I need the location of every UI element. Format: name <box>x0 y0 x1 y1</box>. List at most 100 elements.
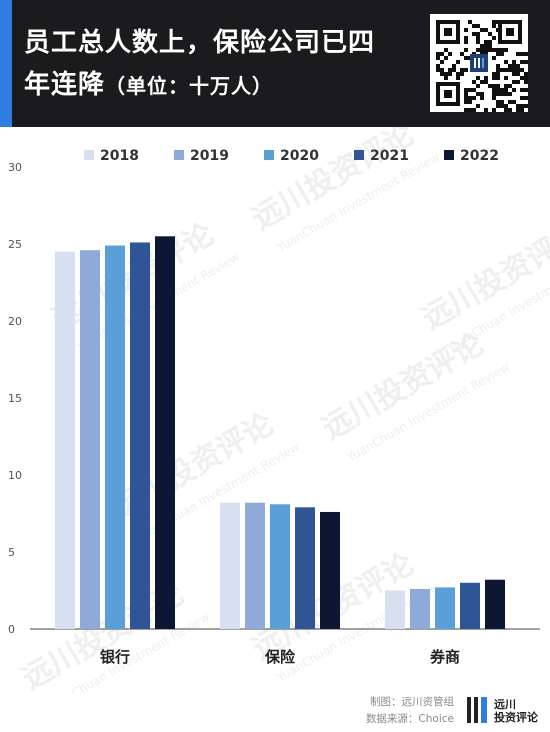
qr-module <box>472 32 476 36</box>
qr-module <box>456 60 460 64</box>
qr-module <box>436 52 440 56</box>
qr-module <box>464 56 468 60</box>
qr-module <box>468 108 472 112</box>
legend-swatch-2022 <box>444 150 454 160</box>
qr-module <box>504 104 508 108</box>
y-tick-label: 30 <box>8 161 22 174</box>
qr-module <box>484 76 488 80</box>
qr-module <box>496 68 500 72</box>
qr-module <box>516 72 520 76</box>
qr-module <box>492 48 496 52</box>
qr-module <box>464 36 468 40</box>
qr-module <box>472 24 476 28</box>
qr-module <box>464 100 468 104</box>
qr-module <box>488 40 492 44</box>
qr-module <box>504 92 508 96</box>
qr-module <box>520 108 524 112</box>
footer-credit: 制图：远川资管组 数据来源：Choice <box>366 694 454 728</box>
qr-module <box>444 28 452 36</box>
qr-module <box>504 76 508 80</box>
qr-module <box>512 72 516 76</box>
source-text: 数据来源：Choice <box>365 713 454 725</box>
qr-module <box>504 108 508 112</box>
qr-code-icon <box>430 14 528 112</box>
qr-module <box>464 108 468 112</box>
bar-2021-0 <box>130 242 150 629</box>
qr-module <box>476 24 480 28</box>
qr-module <box>480 44 484 48</box>
qr-module <box>492 72 496 76</box>
qr-module <box>460 52 464 56</box>
qr-module <box>448 72 452 76</box>
logo-text-line-1: 远川 <box>494 698 516 711</box>
bar-2018-1 <box>220 502 240 629</box>
legend-label: 2022 <box>460 148 499 164</box>
qr-module <box>496 52 500 56</box>
qr-module <box>472 80 476 84</box>
qr-module <box>468 20 472 24</box>
qr-module <box>460 68 464 72</box>
credit-text: 制图：远川资管组 <box>370 696 454 708</box>
qr-module <box>444 48 448 52</box>
qr-module <box>520 60 524 64</box>
qr-module <box>444 56 448 60</box>
qr-module <box>464 28 468 32</box>
qr-module <box>504 68 508 72</box>
y-tick-label: 0 <box>8 623 15 636</box>
legend-label: 2021 <box>370 148 409 164</box>
qr-module <box>452 68 456 72</box>
qr-module <box>484 44 488 48</box>
qr-module <box>468 88 472 92</box>
qr-module <box>492 92 496 96</box>
qr-module <box>504 60 508 64</box>
qr-module <box>506 28 514 36</box>
qr-module <box>512 68 516 72</box>
qr-module <box>474 58 476 68</box>
qr-module <box>456 76 460 80</box>
qr-module <box>516 80 520 84</box>
qr-module <box>444 90 452 98</box>
qr-module <box>520 52 524 56</box>
qr-module <box>508 108 512 112</box>
qr-module <box>472 88 476 92</box>
qr-module <box>496 48 500 52</box>
qr-module <box>468 96 472 100</box>
bar-2022-0 <box>155 236 175 630</box>
qr-module <box>472 96 476 100</box>
qr-module <box>484 80 488 84</box>
qr-module <box>444 72 448 76</box>
qr-module <box>492 20 496 24</box>
qr-module <box>440 52 444 56</box>
qr-module <box>520 104 524 108</box>
qr-module <box>440 60 444 64</box>
qr-module <box>476 84 480 88</box>
qr-module <box>464 88 468 92</box>
qr-module <box>480 48 484 52</box>
qr-module <box>476 32 480 36</box>
qr-module <box>464 48 468 52</box>
qr-module <box>488 48 492 52</box>
y-tick-label: 20 <box>8 315 22 328</box>
logo-text: 远川 投资评论 <box>494 698 538 724</box>
y-tick-label: 5 <box>8 546 15 559</box>
qr-module <box>516 68 520 72</box>
qr-module <box>448 52 452 56</box>
qr-module <box>508 92 512 96</box>
qr-module <box>496 104 500 108</box>
bar-2021-2 <box>460 582 480 629</box>
qr-module <box>496 100 500 104</box>
qr-module <box>524 76 528 80</box>
qr-module <box>464 40 468 44</box>
qr-module <box>484 28 488 32</box>
qr-module <box>440 72 444 76</box>
bar-2020-0 <box>105 245 125 630</box>
qr-module <box>512 60 516 64</box>
bar-2020-2 <box>435 587 455 629</box>
qr-module <box>482 58 484 68</box>
qr-module <box>496 72 500 76</box>
qr-module <box>436 56 440 60</box>
bar-2018-0 <box>55 251 75 629</box>
bar-2019-1 <box>245 502 265 629</box>
